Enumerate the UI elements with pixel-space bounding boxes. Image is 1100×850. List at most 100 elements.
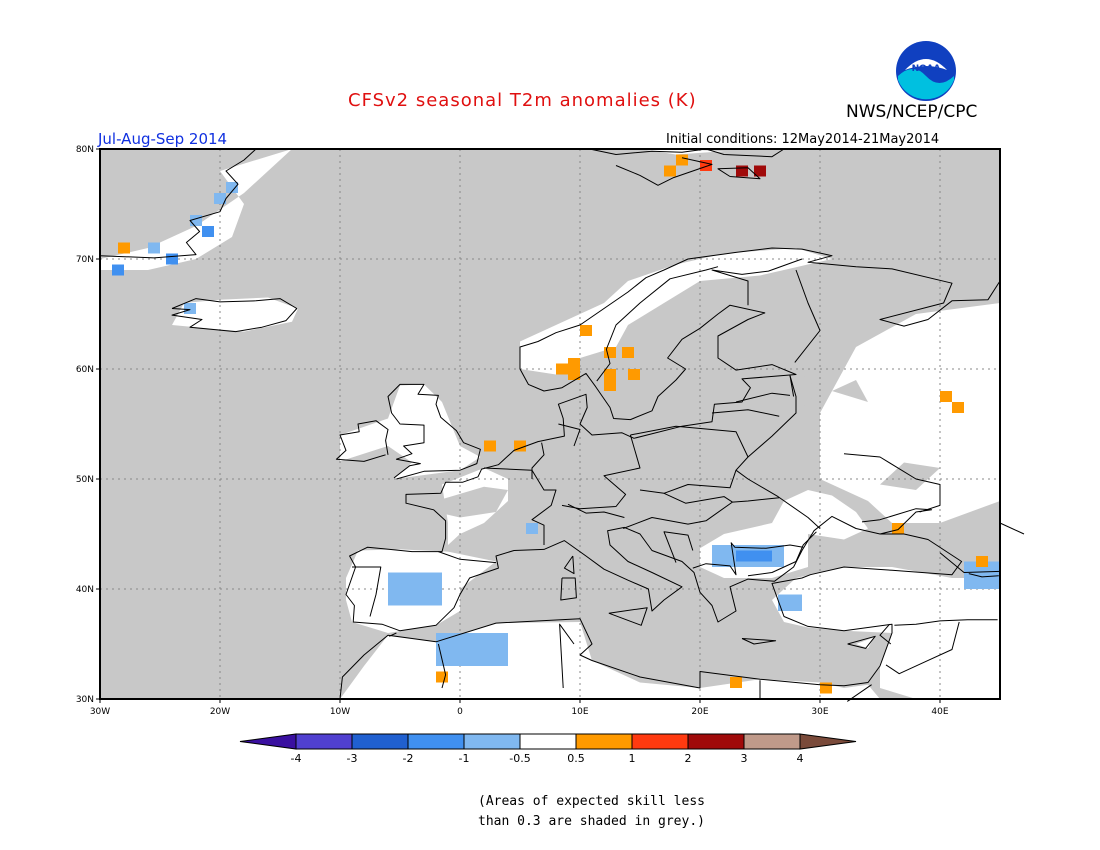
france-grey: [436, 486, 508, 518]
lon-tick-label: 20E: [691, 707, 708, 717]
lon-tick-label: 30E: [811, 707, 828, 717]
coastline-levant: [879, 623, 892, 645]
anomaly-cell: [526, 523, 538, 534]
credit-text: NWS/NCEP/CPC: [846, 102, 978, 122]
border-tunisia: [559, 623, 575, 689]
border-denmark: [558, 423, 581, 447]
chart-title: CFSv2 seasonal T2m anomalies (K): [348, 90, 697, 111]
coastline-corsica: [563, 555, 575, 575]
border-hungary: [663, 492, 733, 504]
anomaly-region-iberia: [388, 572, 442, 606]
anomaly-cell: [148, 242, 160, 254]
anomaly-region-aegean: [778, 594, 802, 611]
lat-tick-label: 80N: [76, 145, 94, 155]
russia-grey-a: [880, 462, 940, 490]
border-central: [623, 497, 780, 529]
anomaly-cell: [568, 358, 580, 369]
coastline-svalbard-north: [589, 148, 785, 158]
border-yugoslavia: [663, 531, 694, 563]
cyprus-white: [856, 637, 874, 649]
lat-tick-label: 60N: [76, 365, 94, 375]
anomaly-cell: [676, 154, 688, 166]
coastline-georgia: [939, 552, 1001, 573]
coastline-azov: [861, 508, 933, 535]
init-conditions: Initial conditions: 12May2014-21May2014: [666, 132, 940, 147]
lon-tick-label: 30W: [90, 707, 110, 717]
lat-tick-label: 30N: [76, 695, 94, 705]
border-morocco: [437, 643, 447, 689]
anomaly-cell: [628, 369, 640, 380]
anomaly-cell: [952, 402, 964, 413]
lon-tick-label: 40E: [931, 707, 948, 717]
anomaly-cell: [892, 523, 904, 534]
coastline-crete: [741, 638, 777, 645]
anatolia-white: [772, 567, 1000, 633]
coastline-sardinia: [560, 577, 577, 601]
border-finland-north: [711, 258, 803, 306]
lat-tick-label: 70N: [76, 255, 94, 265]
coastline-greenland: [99, 148, 257, 259]
baltic-grey: [604, 369, 820, 441]
border-finland-russia: [794, 269, 821, 363]
anomaly-cell: [166, 253, 178, 265]
anomaly-cell: [118, 242, 130, 254]
season-label: Jul-Aug-Sep 2014: [98, 130, 228, 148]
coastline-svalbard-west: [615, 157, 713, 186]
anomaly-cell: [820, 682, 832, 694]
coastline-ireland: [335, 420, 389, 462]
norway-white: [520, 248, 832, 375]
anomaly-cell: [604, 380, 616, 391]
border-ukraine-east: [843, 453, 941, 513]
lon-tick-label: 10W: [330, 707, 350, 717]
border-latvia: [735, 392, 791, 403]
anomaly-region-balkans-core: [736, 550, 772, 562]
anomaly-cell: [514, 440, 526, 452]
anomaly-cell: [754, 165, 766, 177]
border-ukraine-west: [735, 469, 821, 529]
anomaly-cell: [730, 677, 742, 688]
anomaly-cell: [604, 347, 616, 358]
coastline-europe: [339, 247, 1001, 700]
border-pyrenees: [438, 551, 497, 564]
border-france: [483, 467, 557, 545]
coastline-cyprus: [847, 635, 876, 649]
border-alps: [567, 503, 625, 518]
coastline-great-britain: [387, 383, 481, 480]
anomaly-cell: [202, 226, 214, 237]
anomaly-cell: [484, 440, 496, 452]
border-turkey-syria: [894, 619, 998, 626]
coastline-caspian: [999, 512, 1025, 535]
british-isles-white: [340, 384, 481, 479]
anomaly-cell: [436, 671, 448, 683]
western-russia-white: [820, 303, 1000, 523]
border-lithuania: [711, 409, 780, 417]
anomaly-cell: [976, 556, 988, 567]
lat-tick-label: 40N: [76, 585, 94, 595]
anomaly-cell: [184, 303, 196, 314]
svalbard-white: [640, 149, 724, 155]
anomaly-cell: [226, 182, 238, 193]
lon-tick-label: 0: [457, 707, 463, 717]
border-estonia: [789, 375, 795, 397]
lon-tick-label: 20W: [210, 707, 230, 717]
lat-tick-label: 50N: [76, 475, 94, 485]
greenland-white: [100, 149, 292, 270]
anomaly-cell: [700, 160, 712, 171]
anomaly-cell: [736, 165, 748, 177]
border-syria-iraq: [885, 621, 960, 675]
border-armenia: [968, 573, 999, 578]
skill-note: (Areas of expected skill less than 0.3 a…: [478, 792, 705, 832]
anomaly-cell: [580, 325, 592, 336]
coastline-edgeoya: [717, 167, 761, 180]
skill-note-line1: (Areas of expected skill less: [478, 794, 705, 809]
lon-tick-label: 10E: [571, 707, 588, 717]
anomaly-cell: [190, 215, 202, 226]
skill-note-line2: than 0.3 are shaded in grey.): [478, 814, 705, 829]
coastline-iceland: [171, 298, 298, 333]
map-frame: [99, 148, 1001, 700]
coastline-sicily: [608, 607, 648, 626]
border-netherlands: [531, 442, 545, 479]
anomaly-cell: [568, 369, 580, 380]
anomaly-cell: [604, 369, 616, 380]
